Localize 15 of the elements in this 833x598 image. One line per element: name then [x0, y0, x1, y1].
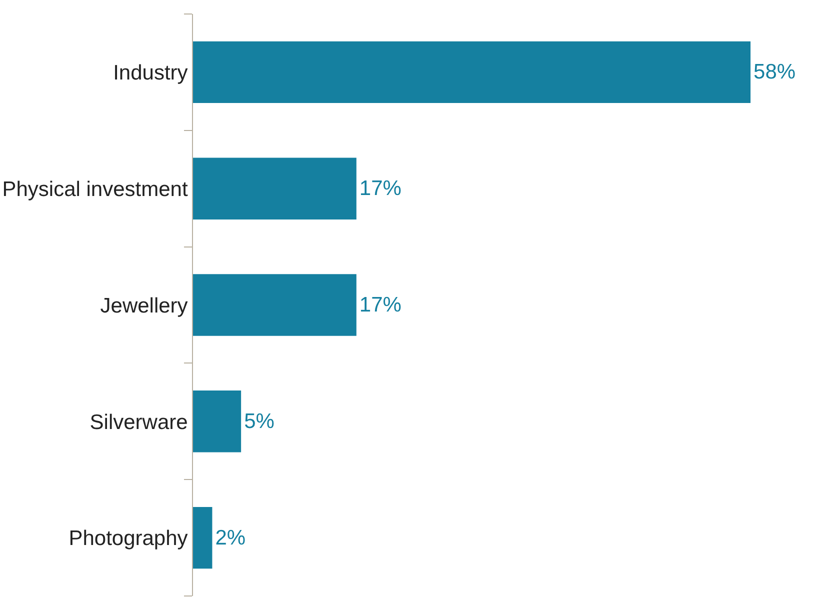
bar — [193, 390, 242, 452]
data-label: 5% — [244, 410, 274, 433]
y-tick-label: Jewellery — [100, 294, 188, 318]
data-label: 17% — [359, 177, 402, 200]
data-label: 58% — [754, 60, 796, 84]
data-label: 17% — [359, 294, 402, 316]
y-tick-label: Industry — [113, 62, 188, 85]
y-tick-label: Silverware — [90, 410, 188, 434]
bar — [193, 158, 356, 220]
y-tick-label: Photography — [68, 527, 188, 550]
data-label: 2% — [215, 526, 246, 550]
bar — [193, 41, 751, 104]
bar — [193, 274, 356, 336]
bar — [193, 506, 212, 569]
y-tick-label: Physical investment — [2, 178, 188, 201]
